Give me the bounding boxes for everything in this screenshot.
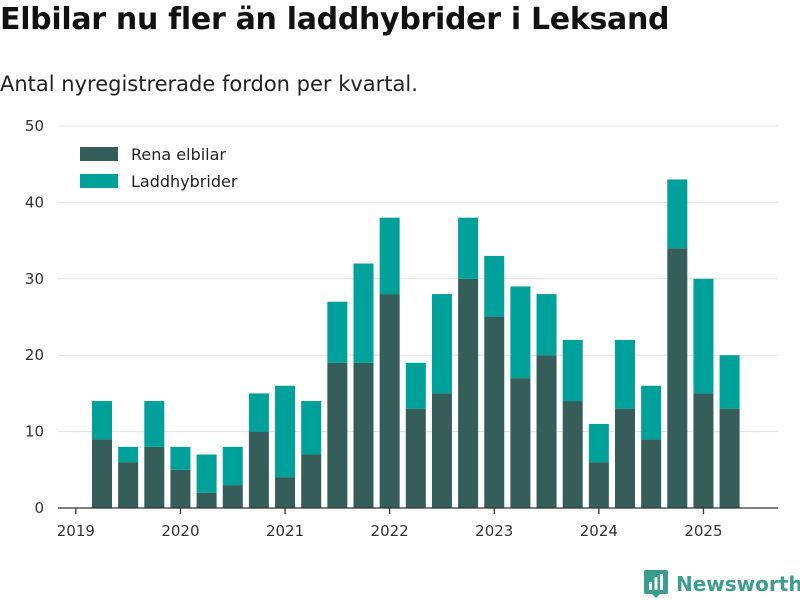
bar-elbilar	[196, 492, 217, 508]
bar-elbilar	[431, 393, 452, 508]
y-tick-label: 50	[25, 117, 44, 135]
bar-laddhybrider	[562, 339, 583, 402]
bar-laddhybrider	[693, 278, 714, 394]
x-tick-label: 2023	[475, 522, 513, 540]
bar-elbilar	[641, 439, 662, 508]
bar-elbilar	[353, 362, 374, 508]
bar-elbilar	[510, 378, 531, 508]
bar-elbilar	[693, 393, 714, 508]
bar-laddhybrider	[222, 446, 243, 486]
legend-swatch-laddhybrider	[80, 174, 118, 188]
bar-elbilar	[248, 431, 269, 508]
bar-laddhybrider	[327, 301, 348, 363]
bar-elbilar	[327, 362, 348, 508]
bar-laddhybrider	[170, 446, 191, 470]
bar-elbilar	[144, 446, 165, 508]
bar-laddhybrider	[431, 294, 452, 394]
x-tick-label: 2020	[161, 522, 199, 540]
bar-laddhybrider	[719, 355, 740, 409]
y-tick-label: 0	[34, 499, 44, 517]
newsworthy-brand: Newsworthy	[644, 568, 800, 600]
bar-elbilar	[719, 408, 740, 508]
bar-laddhybrider	[92, 401, 112, 440]
bar-laddhybrider	[667, 179, 688, 249]
bar-laddhybrider	[379, 217, 400, 295]
bar-elbilar	[118, 462, 139, 508]
legend-label-elbilar: Rena elbilar	[131, 145, 226, 164]
bar-laddhybrider	[641, 385, 662, 440]
x-tick-label: 2024	[580, 522, 618, 540]
chart-subtitle: Antal nyregistrerade fordon per kvartal.	[0, 72, 418, 96]
bar-laddhybrider	[196, 454, 217, 493]
legend-label-laddhybrider: Laddhybrider	[131, 172, 238, 191]
bar-elbilar	[562, 401, 583, 508]
bar-laddhybrider	[588, 423, 609, 463]
bar-laddhybrider	[615, 339, 635, 409]
x-tick-label: 2022	[371, 522, 409, 540]
brand-name: Newsworthy	[676, 572, 800, 596]
bar-laddhybrider	[484, 255, 505, 317]
bar-elbilar	[615, 408, 635, 508]
bar-laddhybrider	[144, 401, 165, 447]
x-tick-label: 2019	[57, 522, 95, 540]
bar-chart-logo-icon	[644, 570, 668, 598]
bar-elbilar	[458, 278, 479, 508]
bar-laddhybrider	[275, 385, 296, 478]
y-tick-label: 40	[25, 193, 44, 211]
bar-elbilar	[222, 485, 243, 508]
y-tick-label: 30	[25, 270, 44, 288]
legend: Rena elbilar Laddhybrider	[80, 145, 238, 191]
bar-laddhybrider	[118, 446, 139, 463]
legend-swatch-elbilar	[80, 147, 118, 161]
bar-elbilar	[379, 294, 400, 508]
bar-laddhybrider	[248, 393, 269, 432]
bar-laddhybrider	[536, 294, 557, 356]
bar-laddhybrider	[353, 263, 374, 363]
x-tick-label: 2025	[684, 522, 722, 540]
bar-elbilar	[170, 469, 191, 508]
chart-title: Elbilar nu fler än laddhybrider i Leksan…	[0, 2, 670, 37]
bar-elbilar	[588, 462, 609, 508]
axes: 0 10 20 30 40 50 2019 2020 2021 2022 2023 2024 2025	[25, 117, 778, 540]
bar-elbilar	[536, 355, 557, 508]
bar-elbilar	[667, 248, 688, 509]
bar-elbilar	[484, 317, 505, 508]
x-tick-label: 2021	[266, 522, 304, 540]
bar-laddhybrider	[510, 286, 531, 379]
y-tick-label: 20	[25, 346, 44, 364]
y-tick-label: 10	[25, 423, 44, 441]
bar-laddhybrider	[405, 362, 426, 409]
bar-laddhybrider	[458, 217, 479, 279]
bar-laddhybrider	[301, 401, 322, 455]
bar-elbilar	[405, 408, 426, 508]
bars	[92, 179, 740, 509]
bar-elbilar	[275, 477, 296, 508]
bar-elbilar	[92, 439, 112, 508]
bar-elbilar	[301, 454, 322, 508]
